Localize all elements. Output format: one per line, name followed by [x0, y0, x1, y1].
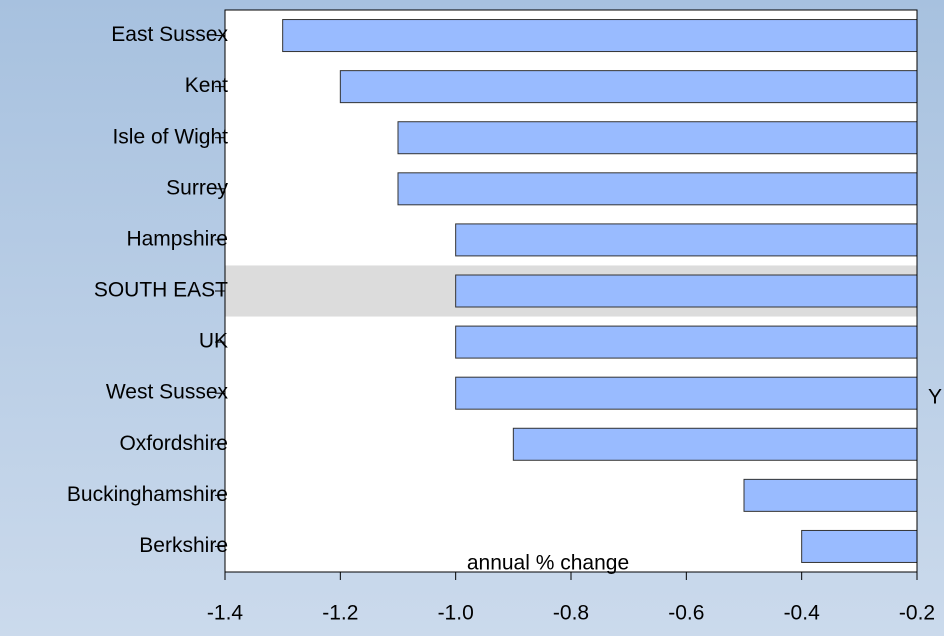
y-tick-label: Buckinghamshire [67, 483, 228, 506]
y-tick-label: UK [199, 330, 228, 353]
bar [801, 529, 918, 563]
y-tick-label: Kent [185, 74, 228, 97]
bar [397, 121, 918, 155]
bar [339, 70, 918, 104]
y-tick-label: Surrey [166, 176, 228, 199]
bar [455, 223, 918, 257]
y-tick-label: Hampshire [126, 227, 228, 250]
bar [455, 376, 918, 410]
y-tick-label: Isle of Wight [112, 125, 228, 148]
x-tick-label: -0.6 [668, 602, 704, 625]
x-tick-label: -1.4 [207, 602, 244, 625]
bar [455, 274, 918, 308]
y-tick-label: Berkshire [139, 534, 228, 557]
x-tick-label: -0.4 [784, 602, 821, 625]
annotation: annual % change [467, 552, 629, 575]
bar [397, 172, 918, 206]
x-tick-label: -1.0 [438, 602, 474, 625]
y-tick-label: West Sussex [106, 381, 229, 404]
y-tick-label: SOUTH EAST [94, 279, 228, 302]
x-tick-label: -0.2 [899, 602, 935, 625]
y-tick-label: East Sussex [111, 23, 228, 46]
bar [455, 325, 918, 359]
bar [743, 478, 918, 512]
x-tick-label: -0.8 [553, 602, 589, 625]
bar [282, 19, 918, 53]
bar [512, 427, 918, 461]
y-tick-label: Oxfordshire [119, 432, 228, 455]
x-tick-label: -1.2 [322, 602, 358, 625]
annotation: Y [928, 386, 942, 409]
